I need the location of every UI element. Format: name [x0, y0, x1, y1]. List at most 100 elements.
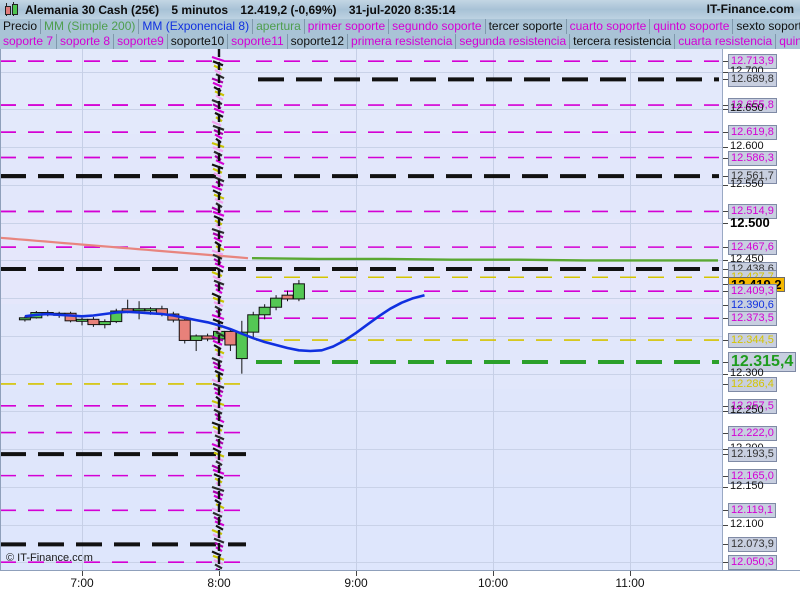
sma200-line: [0, 236, 249, 260]
window-title: Alemania 30 Cash (25€) 5 minutos 12.419,…: [25, 3, 465, 17]
indicator-label[interactable]: segundo soporte: [389, 19, 486, 34]
datetime-label: 31-jul-2020 8:35:14: [348, 2, 456, 17]
gridline-horizontal: [0, 373, 722, 375]
candlestick: [110, 310, 123, 323]
axis-tick: [723, 222, 728, 224]
axis-tick: [723, 176, 728, 178]
indicator-label[interactable]: Precio: [0, 19, 42, 34]
price-axis[interactable]: 12.713,9 12.700 12.689,8 12.655,8 12.650 12.6…: [723, 49, 800, 571]
price-axis-label: 12.257,5: [728, 398, 777, 414]
indicator-label[interactable]: segunda resistencia: [456, 34, 571, 49]
candlestick: [247, 314, 260, 333]
price-axis-label: 12.250: [730, 404, 764, 417]
axis-tick: [723, 318, 728, 320]
price-axis-label: 12.315,4: [728, 352, 797, 373]
indicator-label[interactable]: tercer soporte: [485, 19, 567, 34]
watermark: © IT-Finance.com: [6, 552, 93, 564]
time-axis-label: 8:00: [207, 576, 231, 590]
axis-tick: [723, 147, 728, 149]
gridline-horizontal: [0, 260, 722, 262]
axis-tick: [723, 373, 728, 375]
indicator-label[interactable]: soporte9: [114, 34, 168, 49]
indicator-label[interactable]: MM (Simple 200): [41, 19, 140, 34]
gridline-horizontal: [0, 222, 722, 224]
time-axis: 7:00 8:00 9:00 10:00 11:00: [0, 570, 800, 601]
axis-tick: [723, 405, 728, 407]
indicator-label[interactable]: soporte 7: [0, 34, 58, 49]
price-axis-label: 12.713,9: [728, 54, 777, 70]
indicator-label[interactable]: tercera resistencia: [570, 34, 676, 49]
indicator-label[interactable]: MM (Exponencial 8): [139, 19, 254, 34]
axis-tick: [723, 291, 728, 293]
indicator-label[interactable]: soporte11: [228, 34, 288, 49]
axis-tick: [723, 109, 728, 111]
axis-tick: [723, 544, 728, 546]
indicator-row-2: soporte 7 soporte 8 soporte9 soporte10 sopor…: [0, 34, 800, 49]
gridline-horizontal: [0, 411, 722, 413]
axis-tick: [723, 184, 728, 186]
time-axis-label: 9:00: [344, 576, 368, 590]
axis-tick: [723, 510, 728, 512]
indicator-label[interactable]: soporte 8: [57, 34, 115, 49]
indicator-label[interactable]: apertura: [253, 19, 305, 34]
candlestick: [201, 335, 214, 340]
axis-tick: [723, 524, 728, 526]
time-tick: [82, 571, 83, 576]
indicator-label[interactable]: sexto soporte: [733, 19, 800, 34]
axis-tick: [723, 105, 728, 107]
price-axis-label: 12.689,8: [728, 72, 777, 88]
axis-tick: [723, 277, 728, 279]
indicator-label[interactable]: cuarta resistencia: [675, 34, 777, 49]
price-axis-label: 12.600: [730, 140, 764, 153]
price-axis-label: 12.300: [730, 366, 764, 379]
price-axis-label: 12.344,5: [728, 333, 777, 349]
candlestick: [292, 283, 305, 300]
indicator-label[interactable]: primera resistencia: [348, 34, 457, 49]
gridline-vertical: [356, 49, 357, 570]
time-tick: [356, 571, 357, 576]
indicator-label[interactable]: soporte10: [167, 34, 229, 49]
axis-tick: [723, 340, 728, 342]
indicator-label[interactable]: quinta: [776, 34, 800, 49]
time-axis-label: 11:00: [615, 576, 645, 590]
candlestick: [76, 318, 88, 322]
gridline-horizontal: [0, 109, 722, 111]
price-axis-label: 12.561,7: [728, 169, 777, 185]
price-axis-label: 12.165,0: [728, 468, 777, 484]
axis-tick: [723, 71, 728, 73]
window-title-bar: Alemania 30 Cash (25€) 5 minutos 12.419,…: [0, 0, 800, 20]
instrument-name: Alemania 30 Cash (25€): [25, 2, 160, 17]
gridline-horizontal: [0, 562, 722, 564]
indicator-label[interactable]: quinto soporte: [650, 19, 734, 34]
price-axis-label: 12.586,3: [728, 150, 777, 166]
price-axis-label: 12.390,6: [728, 298, 777, 314]
axis-tick: [723, 475, 728, 477]
axis-tick: [723, 283, 728, 285]
axis-tick: [723, 383, 728, 385]
candlestick: [133, 308, 146, 312]
price-axis-label: 12.373,5: [728, 311, 777, 327]
indicator-label[interactable]: soporte12: [287, 34, 349, 49]
candlestick: [18, 317, 31, 321]
price-axis-label: 12.650: [730, 102, 764, 115]
price-axis-label: 12.409,3: [728, 284, 777, 300]
axis-tick: [723, 305, 728, 307]
time-tick: [630, 571, 631, 576]
price-axis-label: 12.286,4: [728, 376, 777, 392]
axis-tick: [723, 449, 728, 451]
price-axis-label: 12.073,9: [728, 537, 777, 553]
indicator-label[interactable]: cuarto soporte: [566, 19, 651, 34]
brand-label: IT-Finance.com: [706, 2, 794, 16]
gridline-horizontal: [0, 71, 722, 73]
candlestick: [98, 321, 111, 326]
candlestick-icon: [3, 2, 19, 17]
candlestick: [270, 297, 283, 308]
candlestick: [178, 319, 191, 341]
chart-plot-area[interactable]: © IT-Finance.com: [0, 49, 723, 570]
sma200-projection-line: [251, 257, 718, 262]
gridline-horizontal: [0, 184, 722, 186]
time-axis-label: 10:00: [477, 576, 509, 590]
indicator-label[interactable]: primer soporte: [304, 19, 390, 34]
timeframe-label: 5 minutos: [171, 2, 229, 17]
